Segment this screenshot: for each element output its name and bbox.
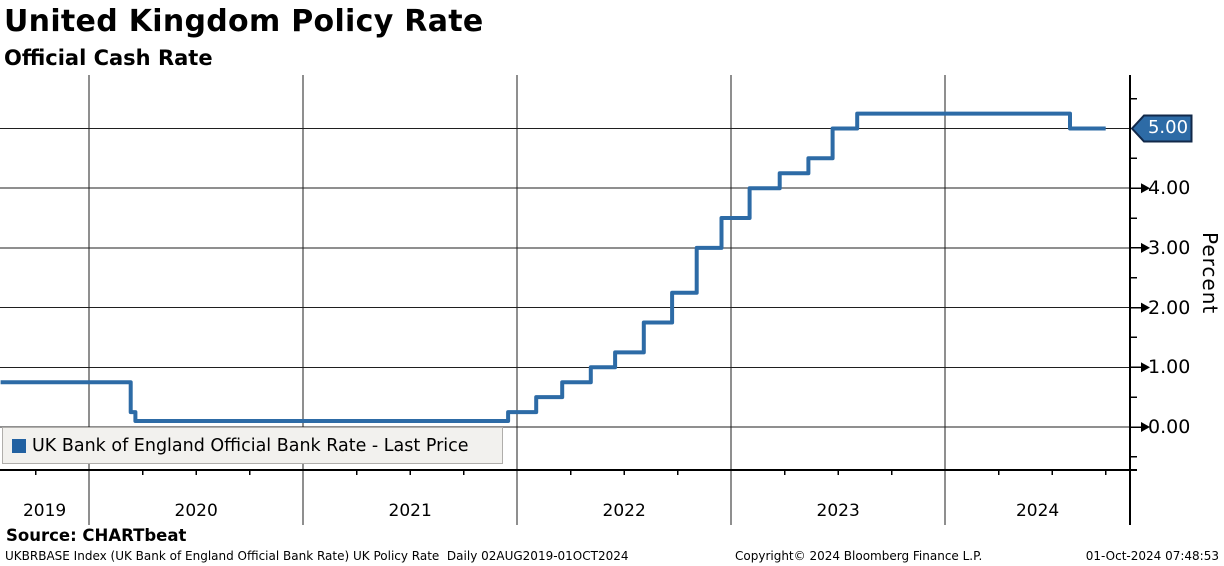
page-subtitle: Official Cash Rate [4,46,213,70]
legend-swatch-icon [12,438,26,453]
y-axis-tick-label: 0.00 [1148,416,1191,438]
y-axis-title: Percent [1198,231,1222,315]
y-tick-arrow-icon [1141,302,1150,313]
x-axis-tick-label: 2023 [816,501,860,521]
x-axis-tick-label: 2022 [602,501,646,521]
x-axis-tick-label: 2020 [174,501,218,521]
source-line: Source: CHARTbeat [6,526,187,545]
last-price-value: 5.00 [1147,117,1189,138]
y-axis-tick-label: 4.00 [1148,177,1191,200]
y-axis-tick-label: 2.00 [1148,296,1191,319]
x-axis-tick-label: 2019 [22,501,67,521]
rate-step-line [0,111,1106,423]
x-axis-tick-label: 2024 [1015,501,1060,521]
last-price-badge-shape [1131,114,1193,143]
page-title: United Kingdom Policy Rate [4,4,484,39]
y-tick-arrow-icon [1141,422,1150,432]
footer-timestamp: 01-Oct-2024 07:48:53 [1085,549,1219,563]
y-tick-arrow-icon [1141,183,1150,194]
legend-label: UK Bank of England Official Bank Rate - … [32,435,469,456]
legend: UK Bank of England Official Bank Rate - … [2,427,503,464]
last-price-badge: 5.00 [1131,113,1193,144]
chart-plot [0,75,1150,525]
footer-copyright: Copyright© 2024 Bloomberg Finance L.P. [735,549,983,563]
x-axis-tick-label: 2021 [388,501,432,521]
footer-description: UKBRBASE Index (UK Bank of England Offic… [5,549,629,563]
y-tick-arrow-icon [1141,242,1150,253]
y-tick-arrow-icon [1141,362,1150,373]
y-axis-tick-label: 3.00 [1148,236,1191,259]
y-axis-tick-label: 1.00 [1148,356,1191,379]
